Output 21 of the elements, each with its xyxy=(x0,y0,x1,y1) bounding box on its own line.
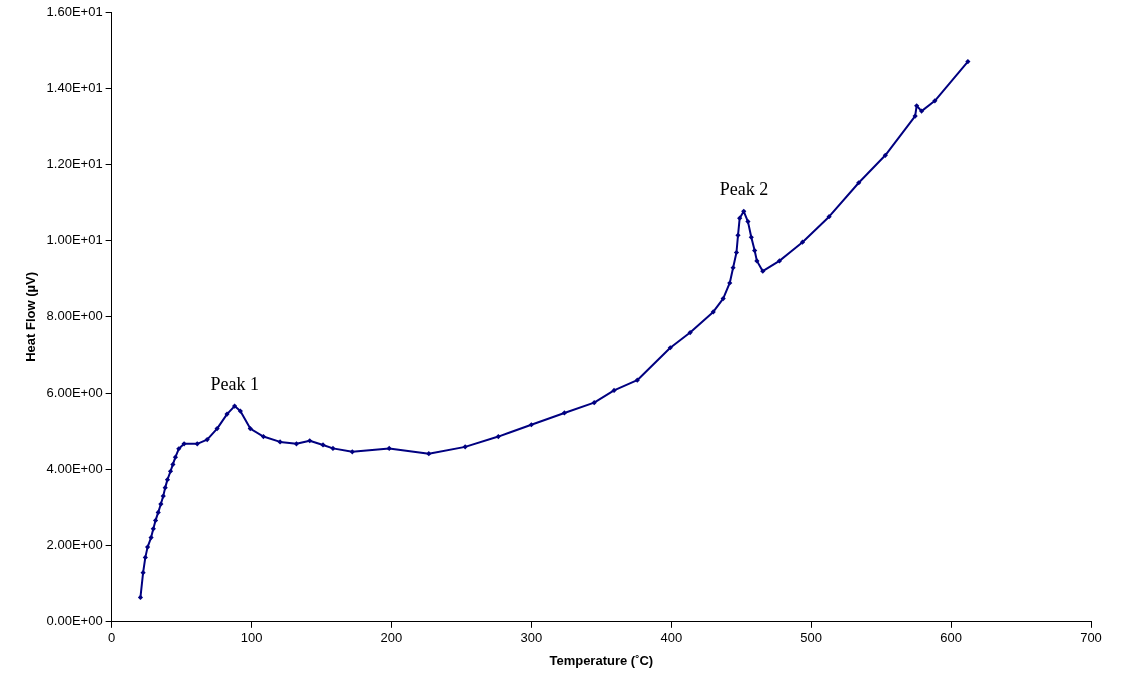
x-tick-label: 400 xyxy=(660,630,683,646)
y-tick-label: 8.00E+00 xyxy=(46,308,103,324)
y-axis-title: Heat Flow (µV) xyxy=(23,271,39,362)
y-tick-label: 1.40E+01 xyxy=(46,79,103,95)
x-tick-label: 500 xyxy=(800,630,823,646)
y-tick-label: 4.00E+00 xyxy=(46,460,103,476)
x-tick-label: 100 xyxy=(240,630,263,646)
y-tick-label: 0.00E+00 xyxy=(46,613,103,629)
x-tick-label: 200 xyxy=(380,630,403,646)
x-tick-label: 600 xyxy=(940,630,962,646)
x-axis-title: Temperature (˚C) xyxy=(549,652,654,668)
annotation: Peak 1 xyxy=(210,373,259,394)
y-tick-label: 1.00E+01 xyxy=(46,232,103,248)
x-tick-label: 300 xyxy=(520,630,543,646)
y-tick-label: 1.20E+01 xyxy=(46,156,103,172)
y-tick-label: 2.00E+00 xyxy=(46,537,103,553)
x-tick-label: 0 xyxy=(108,630,116,646)
annotation: Peak 2 xyxy=(719,179,769,200)
y-tick-label: 6.00E+00 xyxy=(46,384,103,400)
y-tick-label: 1.60E+01 xyxy=(46,3,103,19)
x-tick-label: 700 xyxy=(1080,630,1102,646)
